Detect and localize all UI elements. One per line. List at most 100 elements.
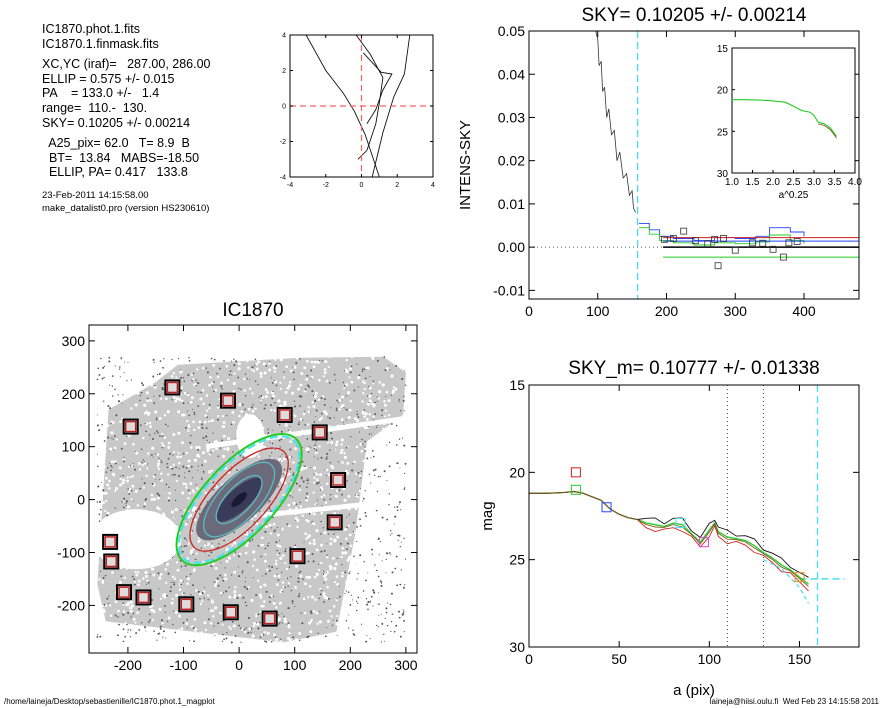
image-noise-dot — [282, 376, 286, 379]
image-noise-dot — [134, 450, 136, 453]
image-noise-dot — [242, 456, 245, 459]
image-noise-dot — [102, 501, 105, 505]
image-noise-dot — [111, 375, 114, 378]
mag-ytick-label: 30 — [509, 639, 525, 655]
image-noise-dot — [199, 603, 202, 606]
image-noise-dot — [286, 577, 289, 580]
image-noise-dot — [320, 543, 323, 547]
image-noise-dot — [157, 572, 160, 575]
image-noise-dot — [386, 568, 390, 571]
image-noise-dot — [159, 573, 163, 576]
image-noise-dot — [349, 436, 352, 438]
image-noise-dot — [370, 595, 373, 598]
image-noise-dot — [194, 445, 199, 450]
image-noise-dot — [158, 637, 162, 641]
image-noise-dot — [403, 410, 405, 412]
image-noise-dot — [397, 534, 400, 537]
image-noise-dot — [222, 434, 226, 438]
sky-square — [714, 262, 722, 270]
image-noise-dot — [158, 417, 162, 420]
image-noise-dot — [211, 542, 213, 544]
image-noise-dot — [279, 621, 281, 623]
image-noise-dot — [228, 586, 230, 589]
image-noise-dot — [156, 464, 160, 468]
image-noise-dot — [339, 542, 342, 545]
image-noise-dot — [173, 362, 176, 365]
image-noise-dot — [334, 562, 338, 566]
image-noise-dot — [260, 633, 264, 636]
image-noise-dot — [214, 388, 218, 392]
image-noise-dot — [256, 622, 260, 626]
image-noise-dot — [210, 469, 213, 472]
image-noise-dot — [191, 489, 195, 492]
image-noise-dot — [277, 399, 281, 403]
image-noise-dot — [182, 402, 185, 405]
image-ytick-label: 300 — [62, 333, 86, 349]
image-noise-dot — [237, 566, 239, 568]
image-noise-dot — [325, 380, 329, 383]
image-noise-dot — [130, 407, 133, 410]
image-noise-dot — [213, 625, 215, 627]
image-noise-dot — [114, 614, 116, 616]
image-noise-dot — [119, 475, 121, 477]
image-noise-dot — [364, 446, 366, 448]
image-noise-dot — [212, 481, 215, 484]
image-noise-dot — [346, 516, 348, 518]
image-noise-dot — [381, 383, 385, 387]
image-noise-dot — [190, 465, 193, 468]
image-noise-dot — [145, 583, 148, 585]
image-noise-dot — [287, 622, 290, 625]
image-noise-dot — [122, 478, 126, 482]
image-noise-dot — [186, 393, 190, 397]
image-noise-dot — [197, 465, 200, 467]
image-noise-dot — [252, 624, 256, 628]
image-noise-dot — [275, 541, 278, 544]
image-noise-dot — [336, 582, 340, 587]
image-noise-dot — [172, 454, 174, 456]
info-line: XC,YC (iraf)= 287.00, 286.00 — [42, 57, 211, 72]
image-noise-dot — [328, 356, 332, 359]
image-noise-dot — [248, 627, 252, 631]
sky-square — [793, 238, 801, 245]
image-noise-dot — [102, 608, 106, 612]
image-noise-dot — [148, 421, 152, 425]
image-noise-dot — [237, 362, 241, 366]
image-noise-dot — [360, 623, 363, 625]
image-noise-dot — [320, 487, 324, 491]
image-noise-dot — [288, 456, 292, 459]
image-noise-dot — [364, 412, 368, 416]
image-noise-dot — [346, 559, 350, 562]
image-noise-dot — [268, 565, 271, 568]
sky-square — [720, 235, 727, 242]
image-noise-dot — [273, 530, 276, 533]
image-noise-dot — [193, 617, 197, 621]
image-noise-dot — [259, 636, 262, 639]
image-noise-dot — [390, 530, 392, 532]
image-noise-dot — [211, 599, 214, 602]
sky-xtick-label: 300 — [724, 303, 748, 319]
image-noise-dot — [201, 389, 205, 392]
image-noise-dot — [350, 594, 352, 597]
image-noise-dot — [279, 381, 282, 384]
image-noise-dot — [141, 376, 144, 379]
image-noise-dot — [178, 588, 182, 592]
image-noise-dot — [216, 418, 219, 421]
mag-title: SKY_m= 0.10777 +/- 0.01338 — [568, 358, 819, 379]
image-noise-dot — [322, 592, 326, 596]
image-noise-dot — [203, 597, 206, 599]
image-noise-dot — [352, 530, 355, 533]
image-noise-dot — [108, 356, 111, 359]
image-noise-dot — [281, 527, 284, 530]
image-noise-dot — [210, 551, 213, 554]
image-noise-dot — [341, 551, 345, 555]
image-noise-dot — [174, 516, 176, 518]
image-noise-dot — [211, 562, 215, 566]
image-noise-dot — [386, 550, 389, 553]
image-noise-dot — [208, 453, 211, 456]
image-noise-dot — [392, 633, 396, 637]
image-noise-dot — [111, 392, 114, 396]
image-noise-dot — [129, 606, 133, 610]
image-noise-dot — [155, 417, 158, 419]
image-noise-dot — [149, 573, 151, 575]
image-noise-dot — [352, 579, 355, 582]
